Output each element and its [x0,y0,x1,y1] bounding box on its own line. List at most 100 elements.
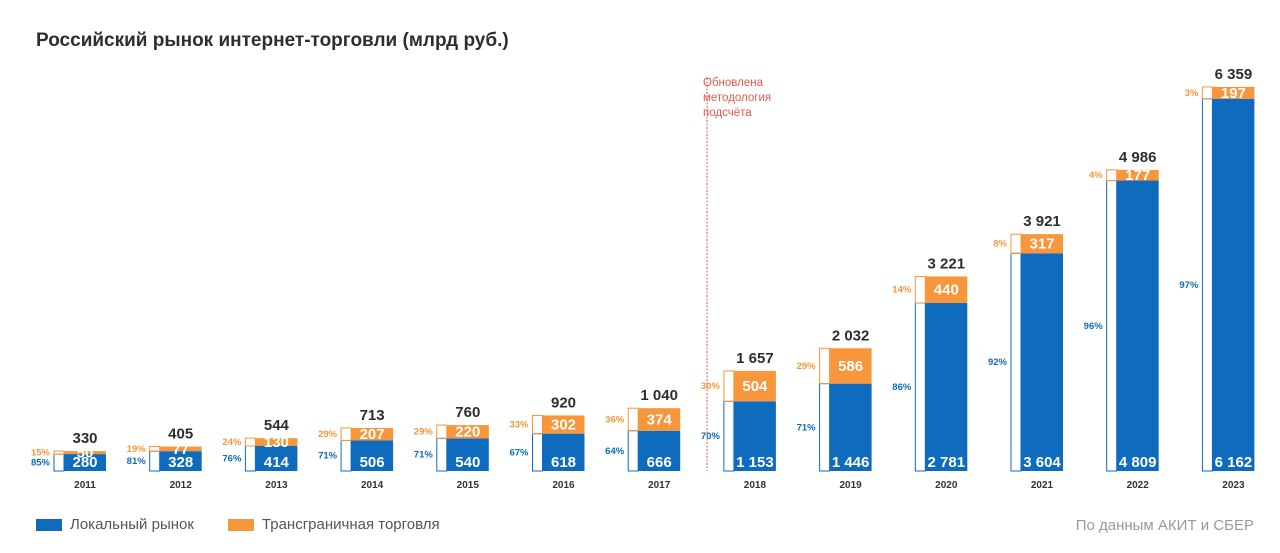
bar-local [925,303,968,471]
methodology-note-line: подсчёта [703,107,752,119]
value-label-local: 3 604 [1023,454,1061,471]
share-label-cross: 8% [993,239,1007,250]
value-label-cross: 207 [360,426,385,443]
legend-item-cross: Трансграничная торговля [227,516,440,533]
bar-cross [159,446,202,452]
share-bracket-local [149,450,161,472]
total-label: 3 921 [1023,213,1061,230]
bar-local [1021,253,1063,471]
share-label-cross: 15% [31,448,51,459]
value-label-cross: 504 [742,378,768,395]
share-bracket-local [914,302,926,472]
total-label: 920 [551,394,576,411]
value-label-local: 4 809 [1119,454,1157,471]
total-label: 4 986 [1119,149,1157,166]
value-label-local: 280 [72,454,97,471]
share-label-cross: 36% [605,414,625,425]
value-label-local: 2 781 [928,454,966,471]
bar-local [1212,98,1255,472]
total-label: 6 359 [1215,66,1253,83]
share-bracket-cross [436,424,448,439]
share-label-cross: 24% [222,437,242,448]
chart-title: Российский рынок интернет-торговли (млрд… [36,30,509,51]
share-label-cross: 14% [892,285,912,296]
share-label-cross: 29% [414,427,434,438]
share-label-local: 67% [509,447,529,458]
x-tick-label: 2017 [648,480,671,491]
bar-local [351,440,394,471]
share-bracket-local [1106,180,1118,472]
share-label-local: 71% [318,451,338,462]
value-label-cross: 586 [838,358,863,375]
share-label-local: 64% [605,446,625,457]
value-label-local: 414 [264,454,290,471]
bar-cross [446,425,489,439]
value-label-cross: 130 [264,434,289,451]
share-bracket-cross [1010,233,1022,254]
share-label-local: 97% [1179,280,1199,291]
share-bracket-cross [532,414,543,435]
bar-cross [542,415,585,434]
share-bracket-cross [53,450,65,455]
value-label-cross: 374 [647,411,673,428]
methodology-note-line: Обновлена [703,77,763,89]
bar-cross [1116,169,1159,181]
share-label-cross: 29% [797,361,817,372]
legend-item-local: Локальный рынок [36,516,194,533]
total-label: 405 [168,426,193,443]
bar-cross [351,427,394,441]
bar-local [542,433,585,471]
share-bracket-cross [1106,169,1118,182]
share-bracket-cross [244,437,256,447]
legend-swatch-cross [227,518,254,531]
bar-cross [64,451,106,455]
share-label-cross: 19% [127,444,147,455]
value-label-local: 540 [455,454,480,471]
value-label-local: 6 162 [1215,454,1253,471]
bar-cross [829,348,872,384]
value-label-local: 666 [647,454,672,471]
bar-cross [925,276,968,304]
value-label-local: 506 [360,454,385,471]
share-label-local: 96% [1084,321,1104,332]
share-label-local: 86% [892,382,912,393]
share-bracket-cross [819,347,831,385]
share-label-cross: 30% [701,381,721,392]
share-label-local: 70% [701,431,721,442]
share-label-cross: 29% [318,429,338,440]
share-label-cross: 33% [509,420,529,431]
share-bracket-local [436,437,448,472]
share-bracket-local [627,430,639,472]
share-label-local: 81% [127,456,147,467]
share-bracket-local [1201,98,1213,472]
share-bracket-cross [149,446,161,452]
value-label-cross: 440 [934,282,959,299]
share-bracket-local [340,439,352,472]
bar-local [733,401,776,471]
share-bracket-cross [340,427,352,441]
share-bracket-local [244,445,256,472]
total-label: 544 [264,417,290,434]
share-label-cross: 4% [1089,170,1103,181]
share-label-local: 71% [414,450,434,461]
x-tick-label: 2020 [935,480,958,491]
total-label: 760 [455,404,480,421]
share-label-cross: 3% [1185,88,1199,99]
x-tick-label: 2014 [361,480,384,491]
total-label: 1 657 [736,350,774,367]
value-label-cross: 302 [551,417,576,434]
share-label-local: 71% [797,422,817,433]
bar-cross [638,408,681,431]
value-label-cross: 317 [1029,236,1054,253]
value-label-cross: 197 [1221,85,1246,102]
share-bracket-local [1010,252,1022,472]
value-label-cross: 77 [172,441,189,458]
x-tick-label: 2018 [744,480,767,491]
total-label: 713 [360,407,385,424]
bar-local [255,445,298,471]
share-bracket-local [53,453,65,472]
x-tick-label: 2023 [1222,480,1245,491]
value-label-local: 1 153 [736,454,774,471]
value-label-local: 328 [168,454,193,471]
